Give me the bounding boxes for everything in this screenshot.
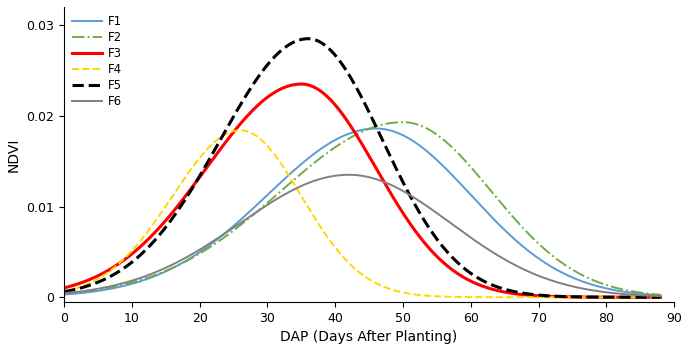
F4 — [334, 250, 342, 254]
F2 — [530, 237, 538, 241]
F4 — [657, 295, 665, 299]
F6 — [334, 173, 342, 178]
Line: F4: F4 — [64, 130, 661, 297]
F4 — [639, 295, 648, 299]
F4 — [350, 266, 358, 270]
F1 — [639, 292, 648, 296]
F6 — [530, 272, 538, 276]
F3 — [334, 107, 342, 111]
F5 — [639, 295, 648, 299]
F1 — [350, 130, 358, 134]
F3 — [60, 286, 68, 290]
Legend: F1, F2, F3, F4, F5, F6: F1, F2, F3, F4, F5, F6 — [68, 11, 127, 113]
F4 — [530, 295, 538, 299]
F4 — [639, 295, 648, 299]
F2 — [639, 291, 648, 295]
F1 — [657, 293, 665, 298]
F5 — [90, 282, 99, 286]
Line: F1: F1 — [64, 128, 661, 296]
F1 — [639, 292, 648, 296]
F4 — [90, 279, 99, 283]
X-axis label: DAP (Days After Planting): DAP (Days After Planting) — [280, 330, 457, 344]
Line: F2: F2 — [64, 122, 661, 295]
F3 — [350, 130, 358, 134]
F5 — [639, 295, 648, 299]
Line: F5: F5 — [64, 39, 661, 297]
F3 — [530, 293, 538, 298]
F3 — [657, 295, 665, 299]
F2 — [60, 291, 68, 296]
F3 — [297, 82, 305, 86]
F3 — [639, 295, 648, 299]
F2 — [350, 133, 358, 138]
F1 — [334, 136, 342, 140]
F3 — [639, 295, 648, 299]
F6 — [639, 293, 648, 298]
F3 — [90, 275, 99, 279]
F5 — [304, 37, 312, 41]
F5 — [60, 290, 68, 294]
F5 — [350, 82, 358, 86]
F1 — [372, 126, 380, 131]
F6 — [344, 173, 353, 177]
F6 — [657, 294, 665, 298]
F2 — [334, 143, 342, 147]
F2 — [90, 288, 99, 292]
F5 — [334, 57, 342, 61]
F2 — [639, 291, 648, 295]
F1 — [530, 253, 538, 257]
F4 — [236, 128, 245, 132]
F1 — [60, 292, 68, 297]
F2 — [657, 293, 665, 297]
Y-axis label: NDVI: NDVI — [7, 137, 21, 172]
F1 — [90, 289, 99, 293]
F4 — [60, 290, 68, 294]
F6 — [350, 173, 358, 177]
F6 — [639, 293, 648, 298]
Line: F6: F6 — [64, 175, 661, 296]
F5 — [657, 295, 665, 299]
F6 — [60, 291, 68, 296]
F6 — [90, 287, 99, 291]
Line: F3: F3 — [64, 84, 661, 297]
F5 — [530, 292, 538, 297]
F2 — [399, 120, 407, 124]
